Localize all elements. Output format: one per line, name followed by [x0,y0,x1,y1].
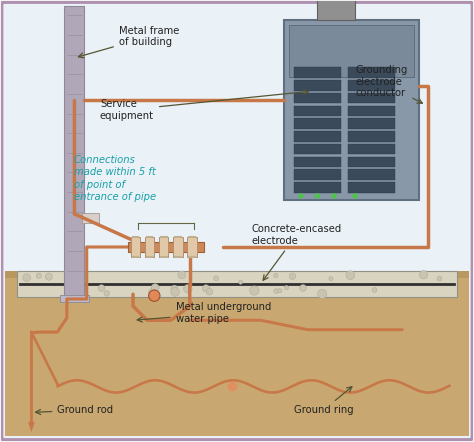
Circle shape [149,289,156,296]
Circle shape [289,273,296,279]
Bar [348,131,395,141]
Bar [294,144,341,154]
Bar [294,106,341,116]
Circle shape [171,288,180,296]
Bar [145,236,155,257]
Text: Service
equipment: Service equipment [100,89,309,121]
Bar [173,236,182,257]
Bar [294,118,341,129]
Text: Ground rod: Ground rod [36,405,114,415]
Circle shape [36,273,41,278]
Bar [294,169,341,180]
Bar [17,271,457,297]
Circle shape [298,193,304,199]
Circle shape [437,276,442,281]
Circle shape [183,285,192,293]
Circle shape [238,280,243,284]
Circle shape [45,273,52,280]
Text: Ground ring: Ground ring [294,387,353,415]
Bar [82,213,99,223]
Bar [187,236,197,257]
Circle shape [82,276,86,280]
Bar [348,106,395,116]
Circle shape [273,274,278,278]
Bar [348,67,395,78]
Circle shape [318,289,327,298]
Bar [60,295,89,302]
Circle shape [278,289,282,293]
Circle shape [352,193,358,199]
Bar [294,157,341,167]
Text: Grounding
electrode
conductor: Grounding electrode conductor [355,65,422,103]
Circle shape [250,286,259,295]
Circle shape [149,290,160,301]
Bar [348,169,395,180]
Circle shape [178,271,186,279]
Circle shape [346,271,355,280]
Bar [294,182,341,193]
Text: Metal underground
water pipe: Metal underground water pipe [137,302,271,324]
Circle shape [98,285,105,291]
Bar [159,236,168,257]
Text: Metal frame
of building: Metal frame of building [78,26,179,58]
Circle shape [419,271,428,279]
Bar [5,271,469,278]
Circle shape [171,285,178,292]
Circle shape [202,285,210,292]
Bar [348,118,395,129]
Bar [294,93,341,103]
Bar [348,93,395,103]
Circle shape [151,284,159,292]
Circle shape [315,193,320,199]
Circle shape [104,290,109,296]
Bar [348,80,395,91]
Bar [294,131,341,141]
Bar [64,6,84,297]
Polygon shape [28,422,35,432]
Circle shape [206,289,213,295]
Circle shape [329,277,333,281]
Bar [318,0,355,20]
Circle shape [23,274,30,282]
Bar [348,157,395,167]
Bar [348,182,395,193]
Circle shape [372,288,377,292]
Bar [348,144,395,154]
Bar [294,80,341,91]
Bar [5,25,469,271]
Bar [128,242,204,252]
Circle shape [80,286,86,291]
Bar [294,67,341,78]
Bar [5,271,469,436]
Circle shape [300,285,306,291]
Bar [131,236,140,257]
Bar [289,25,414,77]
Text: Concrete-encased
electrode: Concrete-encased electrode [251,225,341,280]
Circle shape [284,286,289,290]
Circle shape [214,276,219,281]
Circle shape [274,289,278,293]
Text: Connections
made within 5 ft
of point of
entrance of pipe: Connections made within 5 ft of point of… [74,155,156,202]
Circle shape [331,193,337,199]
FancyBboxPatch shape [284,20,419,200]
